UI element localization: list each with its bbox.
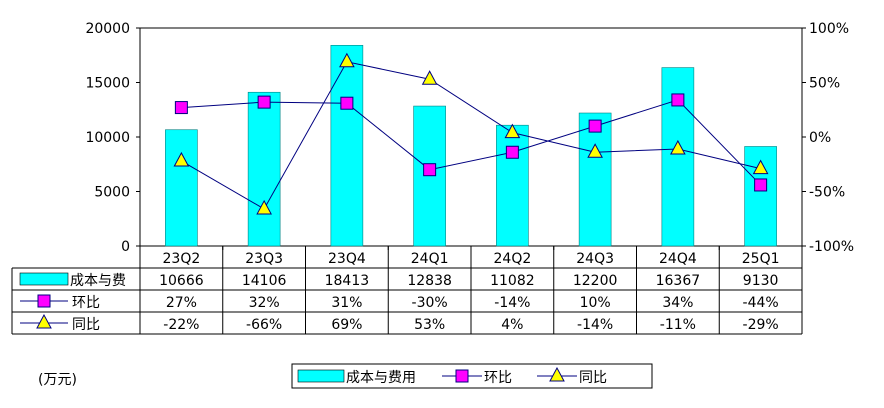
category-label: 23Q2 [163,251,201,267]
left-axis-tick-label: 20000 [85,21,130,37]
yoy-marker-23Q3 [256,199,272,215]
table-value: 12838 [407,273,452,289]
table-value: 69% [331,317,362,333]
legend-label-mom: 环比 [484,370,512,386]
category-label: 25Q1 [742,251,780,267]
legend: 成本与费用 环比 同比 [291,363,653,389]
category-label: 24Q3 [576,251,614,267]
table-value: -11% [660,317,696,333]
table-value: 27% [166,295,197,311]
table-value: -30% [412,295,448,311]
mom-marker-23Q3 [257,95,271,109]
table-value: 34% [662,295,693,311]
bar-23Q3 [247,91,281,247]
yoy-marker-24Q3 [587,143,603,158]
mom-marker-23Q4 [340,96,354,110]
table-value: 4% [501,317,523,333]
row-key-yoy-marker [36,313,52,329]
table-value: -14% [577,317,613,333]
bar-23Q4 [330,44,364,247]
table-value: 12200 [573,273,618,289]
table-value: 10666 [159,273,204,289]
right-axis-tick-label: -50% [809,185,845,201]
yoy-line [181,61,761,210]
table-value: 14106 [242,273,287,289]
left-axis-tick-label: 10000 [85,130,130,146]
bar-23Q2 [165,129,198,247]
plot-frame [139,27,803,247]
right-axis-tick-label: 0% [809,130,831,146]
table-value: 10% [580,295,611,311]
table-value: -22% [163,317,199,333]
right-axis-tick-label: -100% [809,239,854,255]
legend-label-yoy: 同比 [579,370,607,386]
category-label: 24Q4 [659,251,697,267]
mom-marker-23Q2 [174,101,188,115]
table-value: 9130 [743,273,779,289]
table-value: -14% [494,295,530,311]
table-value: 18413 [325,273,370,289]
row-label-mom: 环比 [72,295,100,311]
category-label: 24Q2 [494,251,532,267]
legend-key-mom-marker [455,369,469,383]
table-value: 53% [414,317,445,333]
mom-marker-25Q1 [754,178,768,192]
bar-24Q2 [496,124,529,247]
unit-label: (万元) [38,372,77,388]
category-label: 23Q4 [328,251,366,267]
yoy-marker-24Q4 [670,139,686,155]
right-axis-tick-label: 100% [809,21,849,37]
row-key-bar [19,272,69,286]
category-label: 24Q1 [411,251,449,267]
yoy-marker-24Q1 [421,70,438,85]
data-table: 23Q2 23Q3 23Q4 24Q1 24Q2 24Q3 24Q4 25Q1 10666 141… [11,246,803,388]
mom-marker-24Q3 [588,119,602,133]
right-axis-tick-label: 50% [809,76,840,92]
legend-label-cost: 成本与费用 [346,370,416,386]
left-axis-tick-label: 5000 [94,185,130,201]
yoy-marker-23Q2 [173,151,190,167]
table-value: -44% [743,295,779,311]
row-label-yoy: 同比 [72,317,100,333]
left-axis-tick-label: 0 [121,239,130,255]
table-value: -66% [246,317,282,333]
left-axis-tick-label: 15000 [85,76,130,92]
table-value: 31% [331,295,362,311]
mom-marker-24Q1 [423,163,437,177]
mom-line [181,99,761,186]
plot-area: 0 5000 10000 15000 20000 -100% -50% 0% 50% 100% [85,21,854,255]
mom-marker-24Q2 [505,145,519,159]
table-value: -29% [743,317,779,333]
table-value: 32% [249,295,280,311]
legend-key-yoy-marker [549,366,565,382]
table-value: 11082 [490,273,535,289]
bar-24Q3 [578,112,612,247]
category-label: 23Q3 [245,251,283,267]
mom-marker-24Q4 [671,93,685,107]
yoy-marker-23Q4 [339,52,355,68]
row-label-cost: 成本与费 [70,273,126,289]
row-key-mom-marker [37,294,51,308]
table-value: 16367 [656,273,701,289]
yoy-marker-24Q2 [504,123,521,139]
yoy-marker-25Q1 [752,159,769,175]
legend-key-bar [297,369,345,383]
